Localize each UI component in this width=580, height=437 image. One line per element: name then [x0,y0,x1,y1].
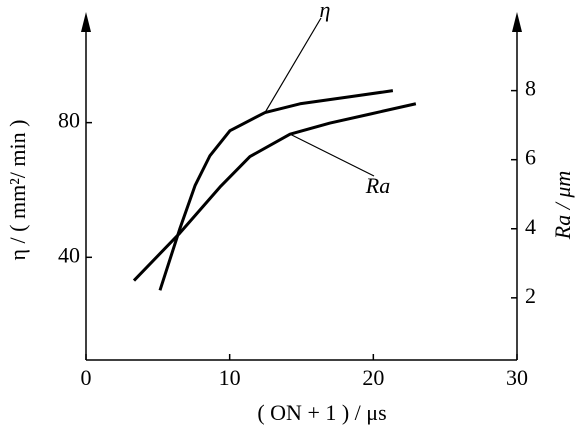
series-line [158,89,394,291]
series-line [132,102,417,282]
x-tick-label: 30 [506,365,528,390]
series-label: Ra [365,173,390,198]
y-axis-label: η / ( mm²/ min ) [5,120,30,261]
y2-tick-label: 6 [525,145,536,170]
x-tick-label: 10 [219,365,241,390]
y2-axis-label: Ra / μm [550,171,575,240]
series-label: η [320,0,331,22]
y2-tick-label: 8 [525,76,536,101]
y2-axis-arrow [512,12,522,32]
x-tick-label: 20 [362,365,384,390]
leader-line [289,133,375,177]
y-axis-arrow [81,12,91,32]
y-tick-label: 40 [58,242,80,267]
y-tick-label: 80 [58,108,80,133]
y2-tick-label: 4 [525,214,536,239]
y2-tick-label: 2 [525,283,536,308]
leader-line [264,17,322,113]
x-tick-label: 0 [81,365,92,390]
x-axis-label: ( ON + 1 ) / μs [257,400,386,425]
